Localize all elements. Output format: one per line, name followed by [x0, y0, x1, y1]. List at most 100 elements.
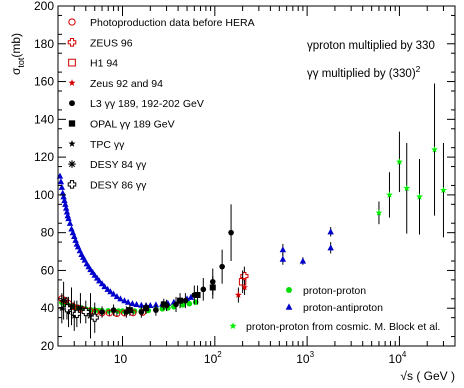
data-point-10-0 [60, 297, 68, 305]
legend-right: proton-proton proton-antiproton proton-pro… [229, 285, 440, 333]
data-point-7-9 [200, 286, 207, 293]
data-point-0-2 [58, 183, 66, 190]
data-point-0-21-shape [81, 256, 88, 263]
data-point-8-5 [209, 284, 216, 291]
data-point-0-12 [68, 225, 75, 232]
data-point-0-32-shape [107, 288, 114, 295]
data-point-6-1 [241, 283, 248, 291]
series-6 [234, 279, 248, 303]
y-tick-label-7: 160 [34, 75, 54, 89]
data-point-0-53 [299, 257, 307, 264]
data-point-7-11 [219, 263, 225, 270]
data-point-2-4 [416, 193, 423, 200]
y-tick-label-1: 40 [41, 301, 55, 315]
legend-right-label-2: proton-proton from cosmic. M. Block et a… [246, 321, 440, 333]
y-axis-label-unit: (mb) [9, 33, 23, 58]
data-point-0-4 [60, 193, 67, 200]
y-tick-label-3: 80 [41, 226, 55, 240]
data-point-7-1-shape [110, 307, 117, 313]
data-point-7-12-shape [228, 229, 234, 236]
series-5 [238, 270, 247, 294]
data-point-7-3 [138, 309, 145, 315]
series-8 [126, 276, 216, 316]
legend-left-label-4: L3 γγ 189, 192-202 GeV [90, 98, 204, 110]
data-point-0-30-shape [101, 283, 108, 290]
data-point-0-6-shape [62, 200, 69, 207]
data-point-8-1-shape [143, 305, 150, 312]
data-point-5-0-shape [238, 278, 247, 286]
data-point-11-2 [81, 307, 90, 317]
data-point-2-6-shape [440, 186, 447, 194]
legend-left-marker-5 [68, 120, 76, 127]
data-point-2-1 [386, 191, 393, 198]
data-point-8-2 [160, 301, 167, 308]
y-tick-label-4: 100 [34, 188, 54, 202]
data-point-11-0-shape [62, 304, 72, 313]
data-point-0-40 [138, 301, 145, 308]
data-point-0-1 [57, 178, 65, 185]
data-point-0-40-shape [138, 301, 145, 308]
data-point-7-9-shape [200, 286, 207, 293]
plot-frame [57, 5, 456, 347]
y-tick-label-2: 60 [41, 263, 55, 277]
data-point-0-36 [121, 297, 128, 304]
x-tick-label-base-1: 10 [204, 352, 218, 366]
legend-left-marker-6 [68, 140, 76, 147]
data-point-7-1 [110, 307, 117, 313]
data-point-2-5 [431, 145, 438, 153]
x-tick-label-0: 10 [114, 352, 128, 366]
legend-left-marker-1-shape [67, 38, 77, 47]
data-point-2-0 [375, 209, 383, 216]
data-point-0-29 [98, 280, 106, 287]
legend-left-marker-1 [67, 38, 77, 47]
data-point-0-35-shape [117, 295, 124, 302]
data-point-8-4-shape [194, 292, 201, 298]
legend-left-label-5: OPAL γγ 189 GeV [90, 119, 175, 131]
legend-left-label-6: TPC γγ [90, 139, 125, 151]
data-point-0-51-shape [279, 255, 287, 262]
data-point-0-4-shape [60, 193, 67, 200]
legend-left-marker-2-shape [68, 58, 76, 67]
y-axis-label-sub: tot [16, 57, 26, 68]
data-point-2-2 [396, 158, 403, 165]
data-point-0-10-shape [65, 215, 72, 222]
annotation-gamma-proton: γproton multiplied by 330 [307, 40, 435, 52]
legend-right-marker-0 [286, 287, 292, 293]
x-tick-label-base-0: 10 [114, 352, 128, 366]
data-point-0-54-shape [327, 244, 334, 251]
y-tick-label-5: 120 [34, 150, 54, 164]
data-point-2-2-shape [396, 158, 403, 165]
data-point-8-2-shape [160, 301, 167, 308]
data-point-0-52-shape [279, 246, 287, 253]
data-point-8-5-shape [209, 284, 216, 291]
data-point-2-3-shape [403, 184, 411, 192]
data-point-0-55 [327, 228, 334, 235]
data-point-2-4-shape [416, 193, 423, 200]
legend-left-label-2: H1 94 [90, 58, 118, 70]
data-point-0-54 [327, 244, 334, 251]
legend-left-marker-3-shape [68, 79, 76, 86]
series-0 [56, 172, 334, 309]
series-2 [375, 83, 447, 238]
y-tick-label-9: 200 [34, 0, 54, 13]
legend-left-marker-5-shape [68, 120, 76, 127]
data-point-8-3-shape [177, 297, 184, 304]
data-point-0-12-shape [68, 225, 75, 232]
legend-right-label-0: proton-proton [303, 285, 366, 297]
data-point-11-1-shape [72, 309, 81, 318]
data-point-0-28 [96, 277, 103, 284]
data-point-10-3-stroke-3 [87, 312, 94, 319]
data-point-7-3-shape [138, 309, 145, 315]
y-axis-label-main: σ [9, 67, 23, 75]
data-point-0-36-shape [121, 297, 128, 304]
x-axis-label: √s ( GeV ) [400, 369, 455, 383]
legend-right-marker-1-shape [285, 303, 293, 310]
legend-left-label-0: Photoproduction data before HERA [90, 17, 255, 29]
data-point-8-1 [143, 305, 150, 312]
data-point-2-0-shape [375, 209, 383, 216]
data-point-2-3 [403, 184, 411, 192]
data-point-0-37-shape [124, 298, 132, 305]
legend-left-label-1: ZEUS 96 [90, 37, 133, 49]
annotation-gamma-gamma: γγ multiplied by (330)2 [307, 64, 421, 80]
